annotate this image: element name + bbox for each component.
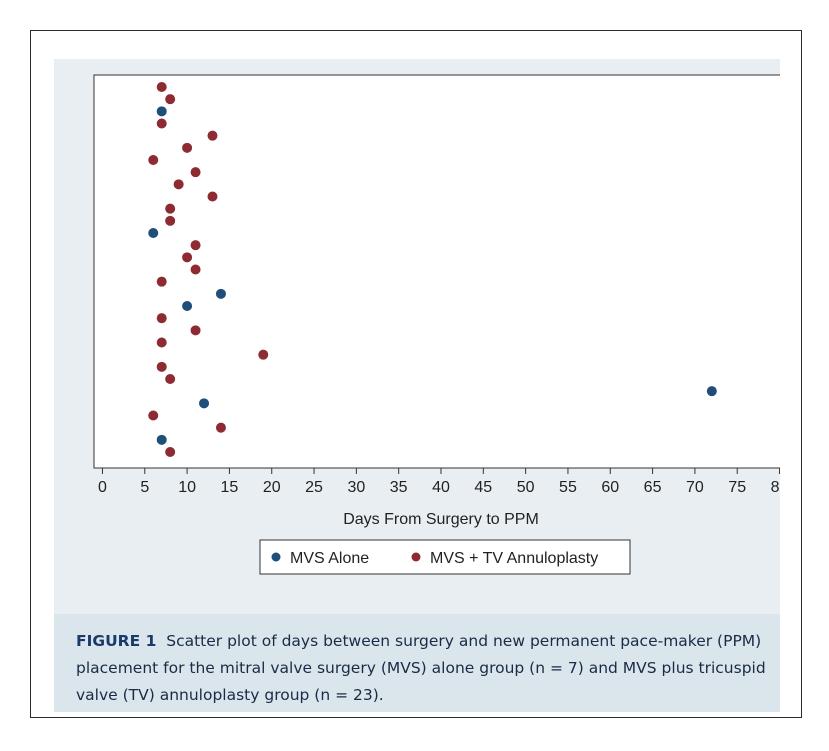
x-tick-label: 10 (178, 479, 196, 496)
data-point (156, 276, 167, 287)
data-point (182, 252, 193, 263)
data-point (156, 434, 167, 445)
data-point (165, 374, 176, 384)
legend: MVS Alone MVS + TV Annuloplasty (259, 539, 631, 575)
legend-marker (271, 552, 281, 562)
data-point (207, 191, 218, 202)
data-point (148, 410, 159, 421)
caption-text: Scatter plot of days between surgery and… (76, 632, 766, 704)
x-tick-label: 70 (686, 479, 704, 496)
data-point (173, 179, 184, 190)
x-tick-label: 50 (517, 479, 535, 496)
data-point (706, 386, 717, 397)
x-tick-label: 40 (432, 479, 450, 496)
caption-label: FIGURE 1 (76, 632, 157, 650)
data-point (199, 398, 210, 409)
data-points (148, 82, 717, 457)
x-tick-label: 55 (559, 479, 577, 496)
data-point (207, 130, 218, 141)
legend-box (259, 539, 631, 575)
x-tick-label: 60 (601, 479, 619, 496)
data-point (190, 325, 201, 336)
x-axis: 0 5 10 15 20 25 30 35 40 45 50 55 60 65 70 75 80 (98, 468, 780, 496)
x-tick-label: 45 (474, 479, 492, 496)
data-point (190, 240, 201, 251)
data-point (165, 94, 176, 105)
data-point (156, 118, 167, 129)
data-point (156, 361, 167, 372)
data-point (190, 264, 201, 275)
x-tick-label: 25 (305, 479, 323, 496)
x-tick-label: 35 (390, 479, 408, 496)
data-point (165, 203, 176, 214)
legend-label: MVS + TV Annuloplasty (430, 550, 598, 567)
x-tick-label: 5 (140, 479, 149, 496)
data-point (215, 422, 226, 433)
data-point (156, 82, 167, 92)
scatter-chart: 0 5 10 15 20 25 30 35 40 45 50 55 60 65 70 75 80 Days Fr… (93, 74, 780, 575)
data-point (156, 337, 167, 348)
x-tick-label: 65 (644, 479, 662, 496)
data-point (156, 106, 167, 117)
data-point (165, 447, 176, 457)
data-point (165, 215, 176, 226)
data-point (182, 142, 193, 153)
x-tick-label: 80 (771, 479, 780, 496)
figure-caption: FIGURE 1 Scatter plot of days between su… (54, 614, 780, 712)
figure-frame: 0 5 10 15 20 25 30 35 40 45 50 55 60 65 70 75 80 Days Fr… (30, 30, 802, 718)
data-point (148, 155, 159, 165)
legend-label: MVS Alone (290, 550, 369, 567)
x-tick-label: 30 (347, 479, 365, 496)
data-point (215, 288, 226, 299)
data-point (156, 313, 167, 324)
chart-area: 0 5 10 15 20 25 30 35 40 45 50 55 60 65 70 75 80 Days Fr… (54, 59, 780, 614)
data-point (258, 349, 269, 360)
x-tick-label: 0 (98, 479, 107, 496)
data-point (190, 167, 201, 178)
legend-marker (411, 552, 421, 562)
x-tick-label: 20 (263, 479, 281, 496)
x-tick-label: 75 (728, 479, 746, 496)
x-axis-label: Days From Surgery to PPM (343, 511, 539, 528)
x-tick-label: 15 (221, 479, 239, 496)
data-point (182, 301, 193, 311)
data-point (148, 228, 159, 238)
